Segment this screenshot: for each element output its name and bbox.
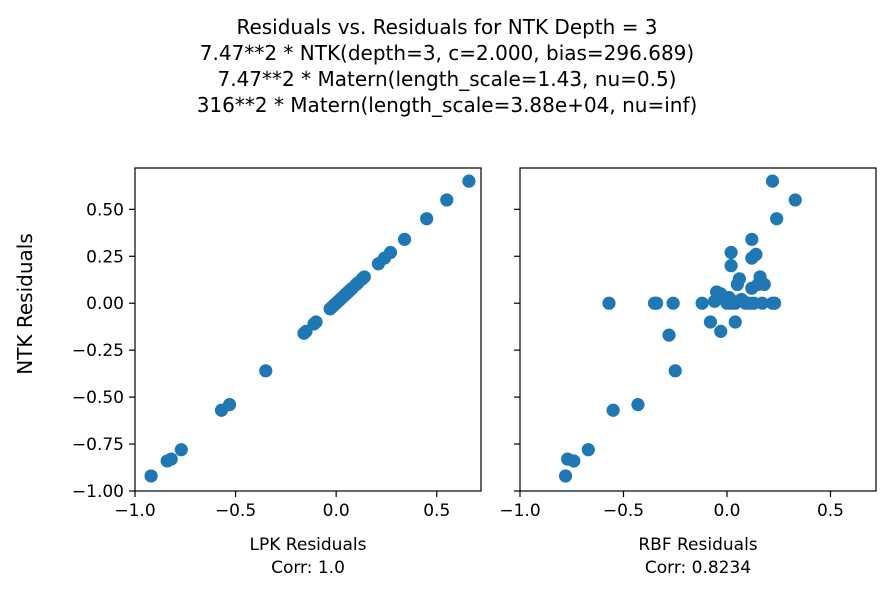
y-axis-label: NTK Residuals	[13, 233, 37, 375]
rbf-point	[757, 277, 771, 292]
rbf-point	[581, 443, 595, 457]
lpk-x-tick-label: 0.0	[323, 501, 350, 521]
rbf-point	[650, 296, 664, 310]
rbf-x-tick-label: −0.5	[603, 501, 644, 521]
rbf-x-ticks: −1.0 −0.5 0.0 0.5	[499, 491, 844, 521]
lpk-y-tick-label: −0.50	[72, 388, 124, 408]
lpk-point	[309, 315, 323, 329]
rbf-point	[732, 272, 746, 286]
lpk-y-tick-label: −0.25	[72, 341, 124, 361]
lpk-point	[357, 270, 371, 284]
rbf-point	[606, 403, 620, 417]
rbf-point	[749, 247, 763, 261]
lpk-y-tick-label: 0.00	[86, 294, 124, 314]
rbf-point	[770, 212, 784, 226]
rbf-y-ticks	[514, 208, 520, 492]
rbf-point	[666, 296, 680, 310]
rbf-point	[567, 454, 581, 468]
rbf-x-tick-label: 0.0	[713, 501, 740, 521]
lpk-scatter-panel: −1.0 −0.5 0.0 0.5 −1.00 −0.75 −0.50 −0.25 0.00 0…	[72, 167, 482, 578]
lpk-point	[397, 232, 412, 246]
rbf-plot-frame	[519, 167, 877, 492]
rbf-point	[755, 296, 769, 310]
rbf-point	[558, 469, 573, 483]
lpk-x-ticks: −1.0 −0.5 0.0 0.5	[114, 491, 450, 521]
rbf-x-axis-label: RBF Residuals	[638, 535, 757, 555]
lpk-x-axis-label: LPK Residuals	[250, 535, 367, 555]
lpk-y-ticks: −1.00 −0.75 −0.50 −0.25 0.00 0.25 0.50	[72, 200, 135, 502]
rbf-point	[714, 324, 728, 338]
lpk-plot-frame	[134, 167, 482, 492]
rbf-point	[631, 398, 645, 412]
title-line-3: 7.47**2 * Matern(length_scale=1.43, nu=0…	[218, 67, 677, 91]
lpk-point	[440, 193, 454, 207]
rbf-point	[724, 259, 738, 273]
rbf-point	[765, 174, 780, 188]
rbf-point	[703, 315, 718, 329]
lpk-point	[144, 469, 158, 483]
lpk-y-tick-label: 0.25	[86, 247, 124, 267]
rbf-points	[558, 174, 802, 483]
lpk-x-tick-label: 0.5	[423, 501, 450, 521]
rbf-point	[767, 296, 782, 310]
lpk-point	[259, 364, 273, 378]
lpk-point	[383, 245, 398, 260]
title-line-2: 7.47**2 * NTK(depth=3, c=2.000, bias=296…	[200, 41, 694, 65]
lpk-points	[144, 174, 476, 483]
lpk-x-tick-label: −0.5	[215, 501, 256, 521]
rbf-point	[695, 296, 709, 310]
rbf-x-tick-label: −1.0	[499, 501, 540, 521]
rbf-point	[745, 232, 759, 246]
lpk-point	[222, 398, 237, 412]
title-line-1: Residuals vs. Residuals for NTK Depth = …	[236, 15, 657, 39]
rbf-point	[662, 328, 676, 342]
lpk-point	[420, 212, 434, 226]
rbf-scatter-panel: −1.0 −0.5 0.0 0.5 RBF Residuals Corr: 0.823…	[499, 167, 877, 578]
lpk-y-tick-label: −1.00	[72, 482, 124, 502]
chart-title: Residuals vs. Residuals for NTK Depth = …	[197, 15, 698, 117]
lpk-y-tick-label: 0.50	[86, 200, 124, 220]
title-line-4: 316**2 * Matern(length_scale=3.88e+04, n…	[197, 93, 698, 117]
rbf-point	[728, 315, 742, 329]
lpk-x-tick-label: −1.0	[114, 501, 155, 521]
rbf-point	[724, 245, 738, 260]
lpk-point	[174, 443, 188, 457]
lpk-corr-label: Corr: 1.0	[271, 558, 345, 578]
rbf-corr-label: Corr: 0.8234	[645, 558, 751, 578]
lpk-y-tick-label: −0.75	[72, 435, 124, 455]
lpk-point	[462, 174, 476, 188]
rbf-point	[602, 296, 616, 310]
rbf-x-tick-label: 0.5	[817, 501, 844, 521]
rbf-point	[668, 364, 682, 378]
lpk-point	[164, 452, 178, 466]
rbf-point	[788, 193, 802, 207]
